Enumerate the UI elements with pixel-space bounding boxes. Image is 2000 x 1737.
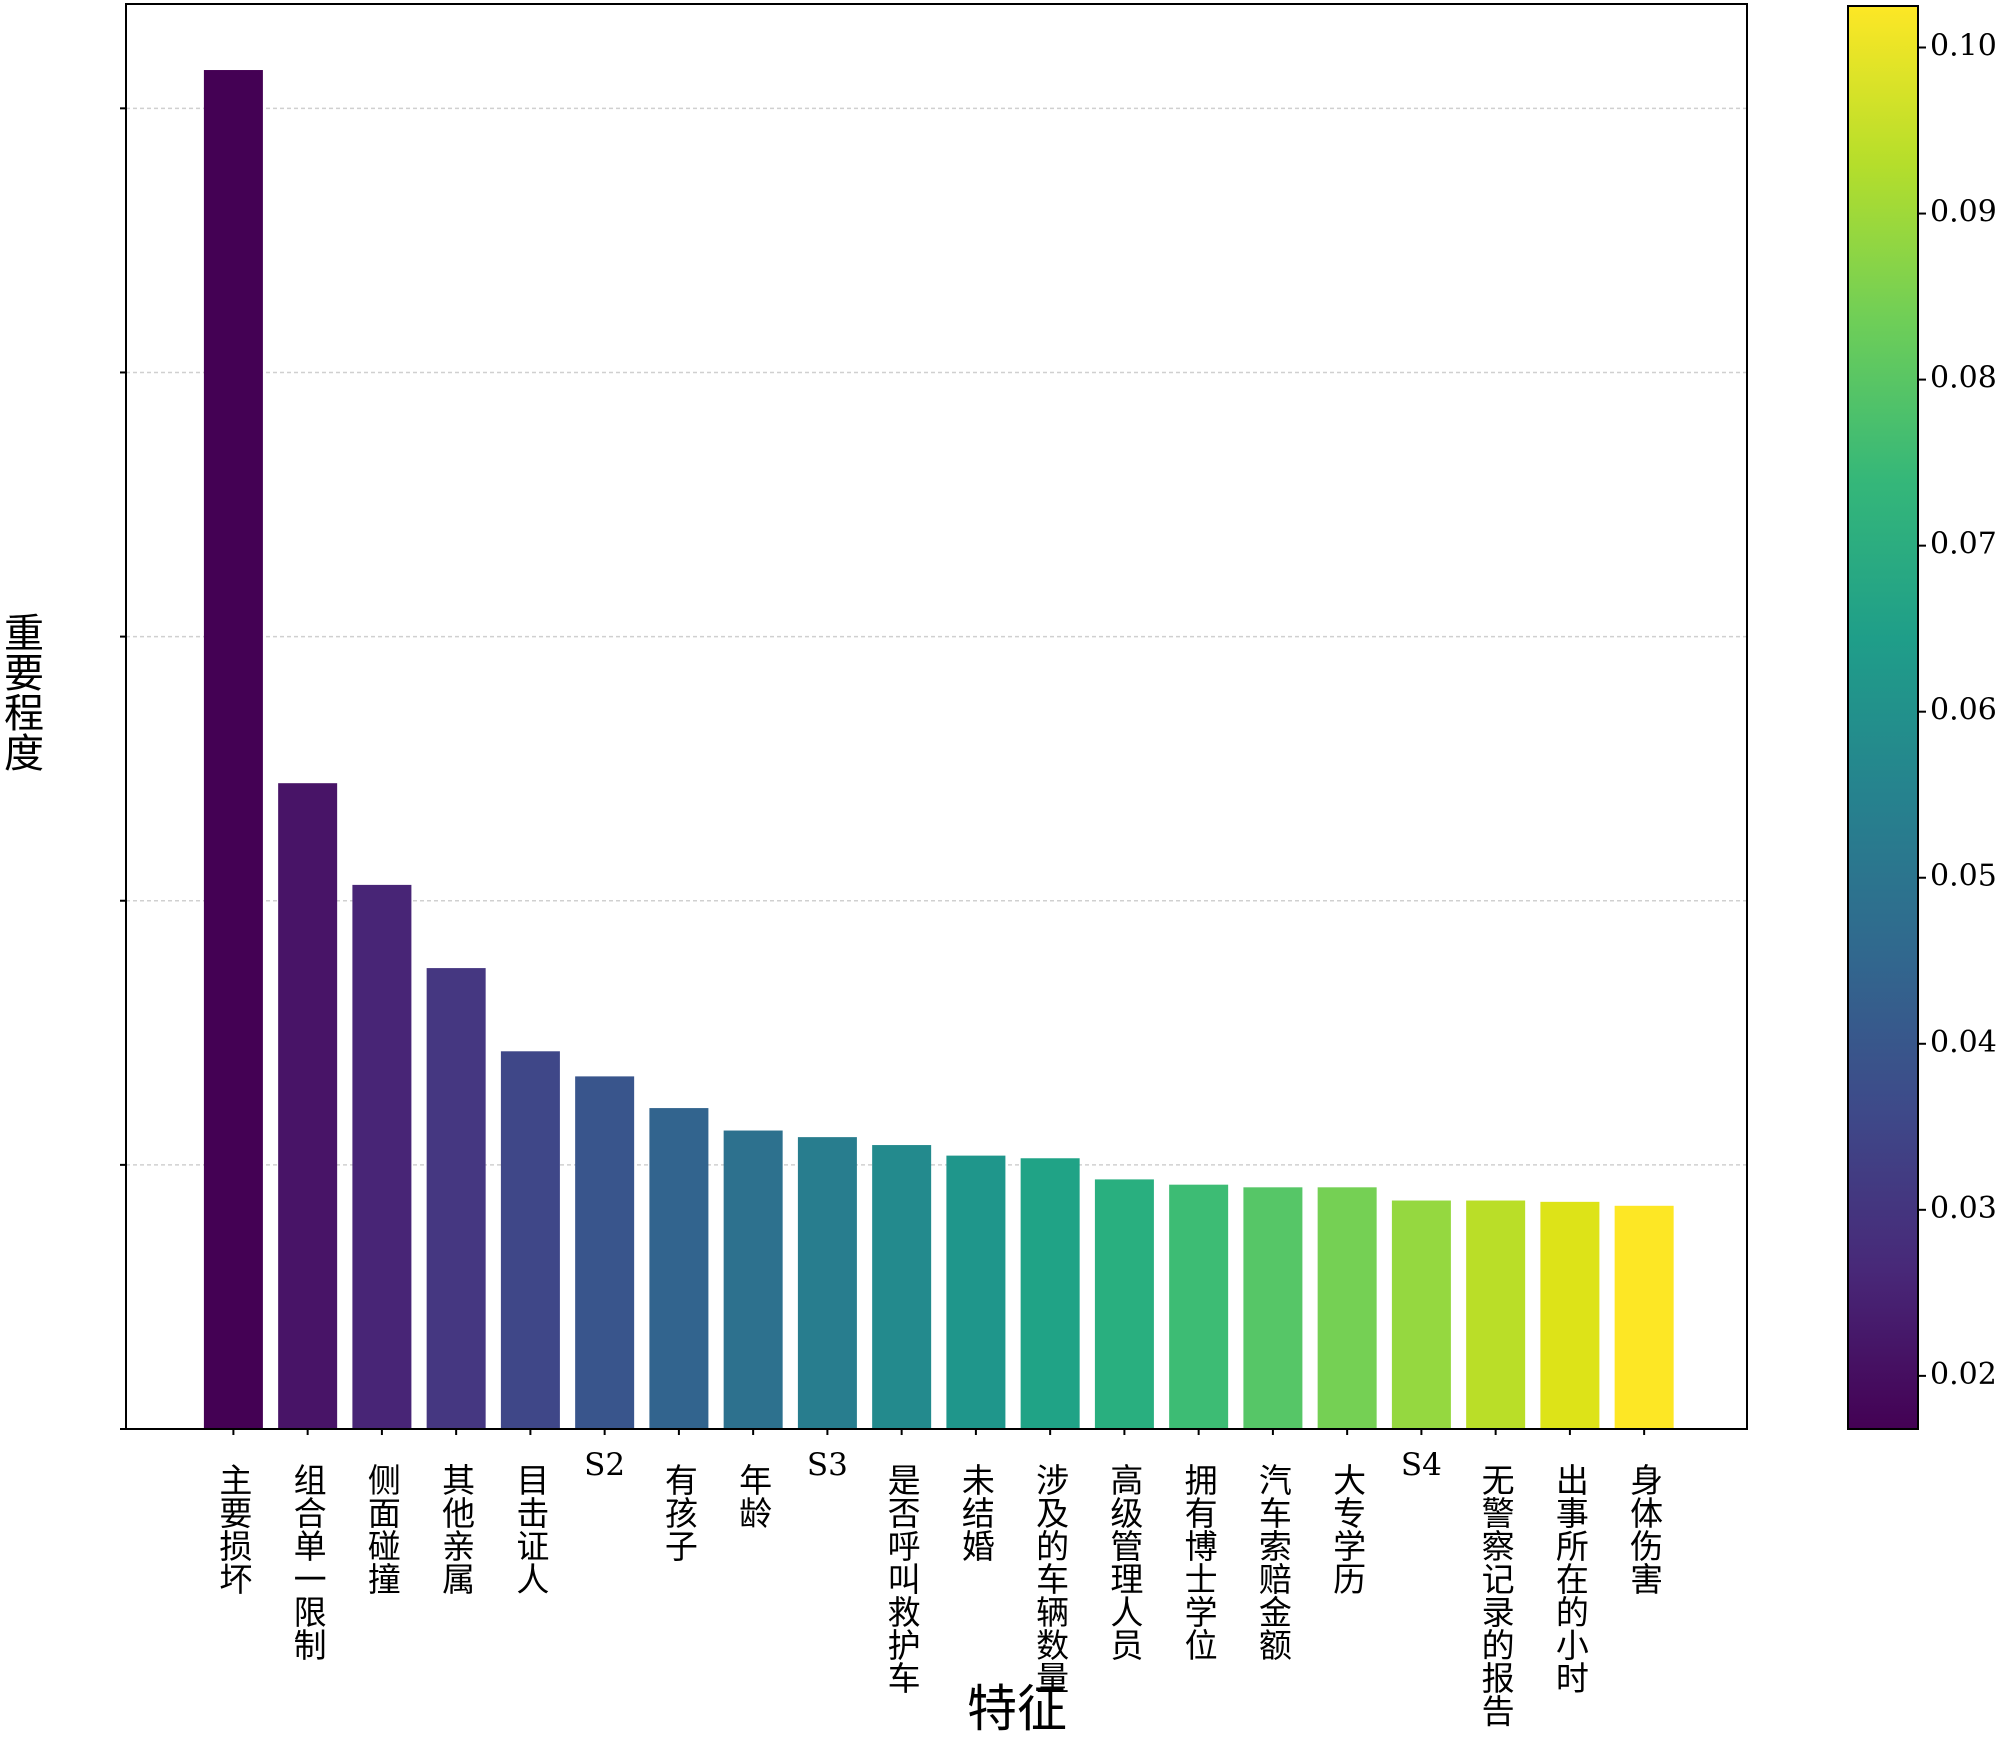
x-tick-label: 拥有博士学位	[1179, 1463, 1218, 1661]
colorbar-tick-label: 0.03	[1930, 1191, 1997, 1226]
x-tick-label: 高级管理人员	[1105, 1463, 1144, 1661]
bar	[203, 70, 263, 1430]
bar	[797, 1137, 857, 1429]
x-tick-label: 其他亲属	[437, 1463, 476, 1595]
x-tick-label: 组合单一限制	[288, 1463, 327, 1661]
plot-frame	[125, 3, 1748, 1430]
bar	[946, 1155, 1006, 1429]
x-tick-label: 身体伤害	[1625, 1463, 1664, 1595]
colorbar-tick-label: 0.02	[1930, 1357, 1997, 1392]
x-tick-label: 无警察记录的报告	[1476, 1463, 1515, 1727]
bar	[1614, 1205, 1674, 1429]
x-tick-label: S2	[584, 1447, 625, 1483]
x-tick-label: 侧面碰撞	[362, 1463, 401, 1595]
bar	[1466, 1200, 1526, 1429]
x-tick-label: 涉及的车辆数量	[1031, 1463, 1070, 1694]
x-axis-title: 特征	[967, 1680, 1067, 1737]
bar	[1243, 1187, 1303, 1429]
x-tick-label: 汽车索赔金额	[1253, 1463, 1292, 1661]
x-tick-label: S4	[1401, 1447, 1442, 1483]
bar	[1391, 1200, 1451, 1429]
colorbar	[1847, 5, 1919, 1430]
x-tick-label: 年龄	[734, 1463, 773, 1529]
x-tick-label: 有孩子	[659, 1463, 698, 1562]
bar	[649, 1108, 709, 1429]
bar	[723, 1130, 783, 1429]
x-tick-label: 出事所在的小时	[1550, 1463, 1589, 1694]
bar	[872, 1145, 932, 1429]
bar	[1317, 1187, 1377, 1429]
colorbar-tick-label: 0.04	[1930, 1025, 1997, 1060]
bar	[278, 783, 338, 1429]
x-tick-label: 未结婚	[956, 1463, 995, 1562]
bar	[575, 1076, 635, 1429]
x-tick-label: 大专学历	[1328, 1463, 1367, 1595]
colorbar-tick-label: 0.10	[1930, 29, 1997, 64]
bar	[1020, 1158, 1080, 1429]
y-axis-title: 重要程度	[0, 612, 43, 772]
bar	[1540, 1201, 1600, 1429]
colorbar-tick-label: 0.06	[1930, 693, 1997, 728]
bar	[1094, 1179, 1154, 1429]
x-tick-label: 主要损坏	[214, 1463, 253, 1595]
bar	[500, 1051, 560, 1429]
x-tick-label: S3	[807, 1447, 848, 1483]
colorbar-tick-label: 0.08	[1930, 361, 1997, 396]
x-tick-label: 目击证人	[511, 1463, 550, 1595]
bar	[426, 968, 486, 1429]
colorbar-tick-label: 0.05	[1930, 859, 1997, 894]
colorbar-tick-label: 0.07	[1930, 527, 1997, 562]
colorbar-tick-label: 0.09	[1930, 195, 1997, 230]
bar	[1169, 1184, 1229, 1429]
bar	[352, 884, 412, 1429]
x-tick-label: 是否呼叫救护车	[882, 1463, 921, 1694]
